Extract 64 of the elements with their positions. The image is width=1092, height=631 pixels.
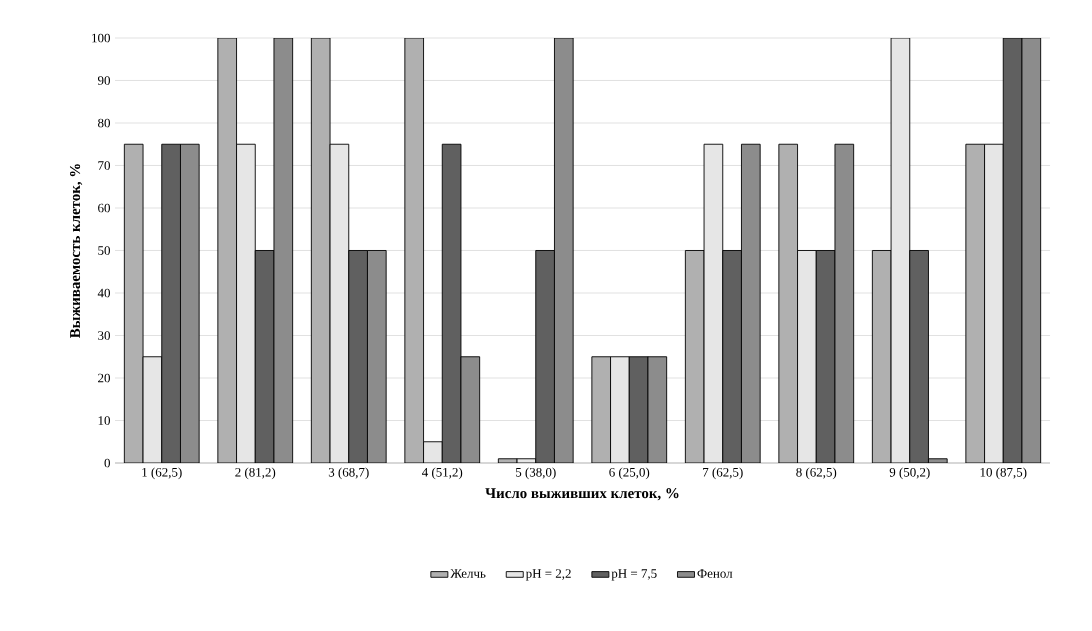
bar — [610, 356, 630, 463]
bar — [348, 250, 368, 463]
bar — [554, 38, 574, 463]
bar — [722, 250, 742, 463]
legend-label: Фенол — [697, 569, 733, 578]
y-tick-label: 100 — [92, 33, 110, 43]
y-tick-label: 0 — [104, 458, 110, 468]
bar — [535, 250, 555, 463]
x-tick-label: 3 (68,7) — [328, 467, 369, 480]
bar — [123, 143, 144, 463]
bar — [367, 250, 387, 463]
bar — [703, 143, 724, 463]
bar — [647, 356, 668, 463]
bar — [460, 356, 481, 463]
y-tick-label: 60 — [98, 203, 110, 213]
bar — [834, 143, 855, 463]
y-tick-label: 50 — [98, 246, 110, 255]
legend-label: pH = 7,5 — [611, 569, 657, 581]
y-tick-label: 10 — [98, 416, 110, 425]
bar — [797, 250, 817, 463]
bar — [423, 441, 443, 463]
legend-label: pH = 2,2 — [525, 569, 571, 581]
x-axis-title: Число выживших клеток, % — [485, 488, 679, 501]
x-tick-label: 2 (81,2) — [235, 467, 276, 480]
bar — [871, 250, 892, 463]
x-tick-label: 10 (87,5) — [980, 467, 1027, 480]
legend-label: Желчь — [450, 569, 486, 578]
x-tick-label: 4 (51,2) — [422, 467, 463, 480]
bar — [329, 143, 350, 463]
y-tick-label: 40 — [97, 288, 110, 298]
bar — [236, 143, 256, 463]
bar — [217, 38, 237, 463]
y-tick-label: 80 — [98, 118, 110, 128]
bar — [142, 356, 163, 463]
bar — [180, 143, 200, 463]
bar — [909, 250, 929, 463]
y-tick-label: 70 — [98, 161, 110, 170]
y-tick-label: 90 — [97, 76, 110, 85]
bar — [1002, 38, 1023, 463]
x-tick-label: 7 (62,5) — [703, 467, 743, 480]
bar — [741, 143, 761, 463]
bar — [1021, 38, 1042, 463]
bar — [591, 356, 612, 463]
x-tick-label: 1 (62,5) — [142, 467, 182, 480]
bar — [815, 250, 836, 463]
x-tick-label: 5 (38,0) — [516, 467, 556, 480]
bar — [965, 143, 986, 463]
bar — [984, 143, 1004, 463]
bar — [273, 38, 294, 463]
bar — [310, 38, 331, 463]
x-tick-label: 8 (62,5) — [796, 467, 837, 480]
x-tick-label: 9 (50,2) — [889, 467, 930, 480]
x-tick-label: 6 (25,0) — [609, 467, 650, 480]
y-tick-label: 20 — [98, 373, 110, 383]
y-tick-label: 30 — [98, 331, 110, 340]
y-axis-title: Выживаемость клеток, % — [69, 164, 83, 339]
bar — [254, 250, 275, 463]
bar — [161, 143, 181, 463]
bar — [628, 356, 649, 463]
bar — [890, 38, 911, 463]
bar — [778, 143, 799, 463]
bar — [684, 250, 705, 463]
bar — [404, 38, 424, 463]
bar — [441, 143, 462, 463]
